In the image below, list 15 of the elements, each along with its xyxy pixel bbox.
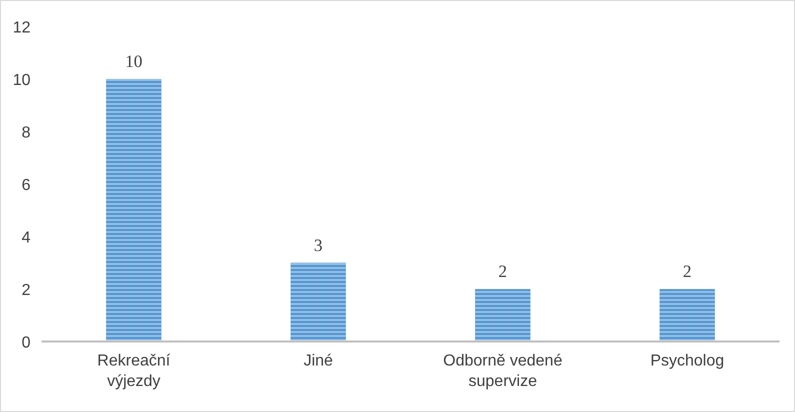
- data-label: 2: [682, 262, 692, 281]
- x-tick-label: Jiné: [304, 352, 334, 370]
- y-tick-label: 10: [12, 72, 31, 89]
- x-tick-label: Odborně vedené supervize: [443, 352, 562, 390]
- y-tick-label: 8: [22, 124, 31, 142]
- x-tick-label: Psycholog: [650, 352, 724, 370]
- y-tick-label: 2: [22, 282, 31, 299]
- y-tick-label: 0: [22, 334, 31, 352]
- y-tick-label: 6: [22, 177, 31, 194]
- x-tick-label: Rekreační výjezdy: [97, 352, 171, 390]
- y-tick-label: 4: [22, 230, 31, 246]
- y-tick-label: 12: [12, 20, 31, 36]
- data-label: 10: [125, 52, 142, 71]
- data-label: 3: [314, 236, 323, 255]
- data-label: 2: [498, 262, 508, 281]
